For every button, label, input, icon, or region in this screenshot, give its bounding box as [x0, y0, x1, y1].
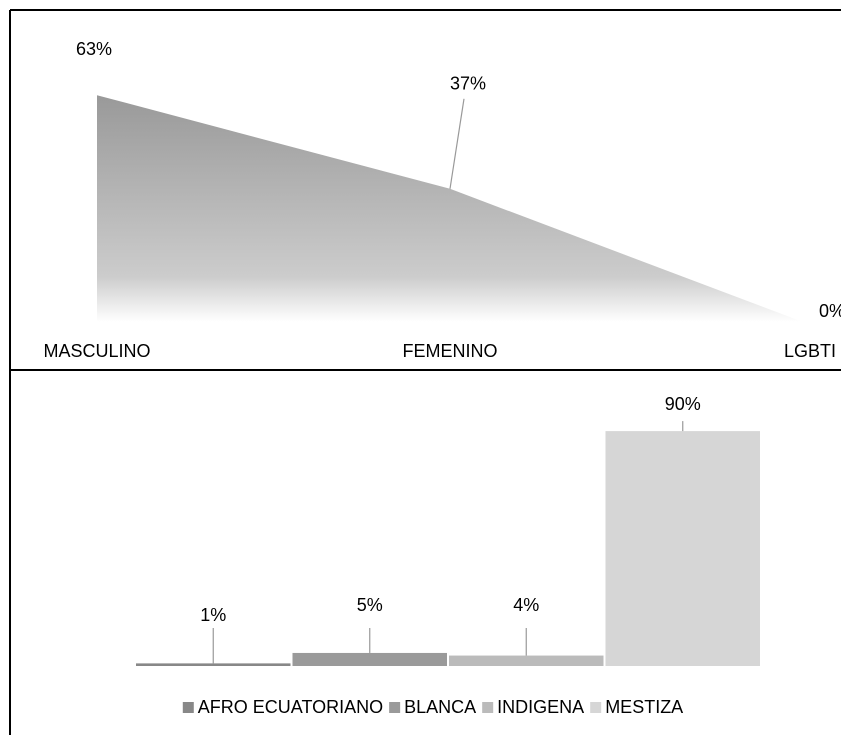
- bar: [136, 663, 291, 666]
- legend-label: INDIGENA: [497, 697, 584, 717]
- data-label: 37%: [450, 74, 486, 94]
- bar: [605, 431, 760, 666]
- data-label: 0%: [819, 301, 841, 321]
- legend-swatch: [590, 702, 602, 713]
- data-label: 4%: [513, 595, 539, 615]
- area: [97, 95, 803, 322]
- bar: [449, 655, 604, 666]
- legend-swatch: [182, 702, 194, 713]
- legend-label: BLANCA: [404, 697, 476, 717]
- x-tick-label: LGBTI: [784, 341, 836, 361]
- legend-swatch: [389, 702, 401, 713]
- legend-swatch: [482, 702, 494, 713]
- x-tick-label: FEMENINO: [402, 341, 497, 361]
- data-label: 63%: [76, 39, 112, 59]
- data-label: 5%: [357, 595, 383, 615]
- legend-label: AFRO ECUATORIANO: [198, 697, 383, 717]
- data-label: 90%: [665, 394, 701, 414]
- data-label: 1%: [200, 605, 226, 625]
- x-tick-label: MASCULINO: [43, 341, 150, 361]
- legend-label: MESTIZA: [605, 697, 683, 717]
- bar: [292, 652, 447, 666]
- leader-line: [449, 98, 465, 189]
